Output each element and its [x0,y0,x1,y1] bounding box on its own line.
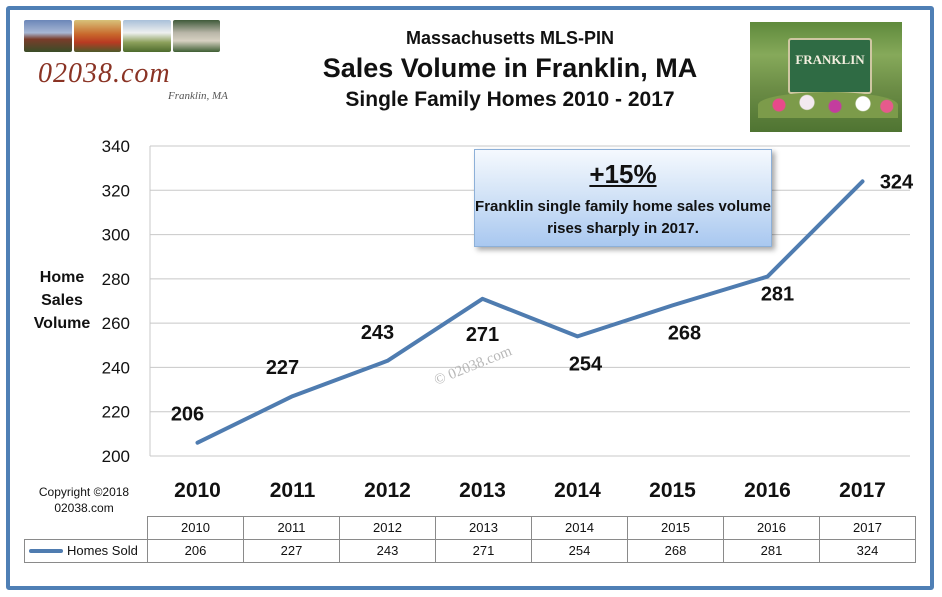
logo-text: 02038.com [38,58,171,89]
data-point [766,275,769,279]
chart-title: Sales Volume in Franklin, MA [322,53,698,83]
series-line [195,179,865,445]
x-tick-label: 2010 [174,479,221,502]
table-year-cell: 2015 [627,516,724,540]
table-value-cell: 268 [627,538,724,563]
table-value-cell: 254 [531,538,628,563]
table-value-cell: 324 [819,538,916,563]
y-tick-label: 300 [102,226,130,245]
site-logo: 02038.com Franklin, MA [24,20,244,112]
y-tick-label: 240 [102,358,130,377]
y-tick-label: 280 [102,270,130,289]
legend-line-icon [29,548,63,553]
chart-title-block: Massachusetts MLS-PIN Sales Volume in Fr… [300,26,720,114]
data-point [671,303,674,307]
table-year-cell: 2011 [243,516,340,540]
data-label: 324 [880,171,914,193]
town-photo-3 [123,20,171,52]
photo-strip [24,20,220,52]
data-label: 254 [569,353,603,375]
y-tick-label: 260 [102,314,130,333]
data-point [861,179,864,183]
x-tick-label: 2013 [459,479,506,502]
data-point [576,334,579,338]
data-point [386,359,389,363]
table-year-cell: 2010 [147,516,244,540]
y-axis-label: Home Sales Volume [33,269,91,332]
callout-box: +15% Franklin single family home sales v… [474,149,772,247]
table-value-cell: 206 [147,538,244,563]
data-label: 271 [466,324,499,346]
sign-text: FRANKLIN [795,52,865,67]
table-year-cell: 2017 [819,516,916,540]
data-point [196,441,199,445]
town-photo-1 [24,20,72,52]
table-series-cell: Homes Sold [24,538,148,563]
callout-percentage: +15% [589,159,657,189]
sign-board: FRANKLIN [788,38,872,94]
table-year-cell: 2016 [723,516,820,540]
x-tick-label: 2015 [649,479,696,502]
table-value-cell: 281 [723,538,820,563]
chart-source: Massachusetts MLS-PIN [405,28,615,48]
flower-bed [758,92,898,118]
x-tick-label: 2016 [744,479,791,502]
data-label: 227 [266,357,299,379]
table-series-label: Homes Sold [67,543,138,558]
data-label: 206 [171,404,204,426]
x-tick-label: 2012 [364,479,411,502]
welcome-sign-photo: FRANKLIN [750,22,902,132]
chart-subtitle: Single Family Homes 2010 - 2017 [345,88,675,111]
table-value-cell: 227 [243,538,340,563]
town-photo-2 [73,20,121,52]
data-label: 268 [668,322,701,344]
data-label: 281 [761,284,794,306]
x-tick-label: 2011 [270,479,316,502]
copyright-text: Copyright ©2018 02038.com [38,485,130,515]
data-point [291,394,294,398]
y-tick-label: 340 [102,137,130,156]
table-year-cell: 2013 [435,516,532,540]
table-value-cell: 271 [435,538,532,563]
data-point [481,297,484,301]
town-photo-4 [172,20,220,52]
callout-text: Franklin single family home sales volume… [475,198,771,237]
x-tick-label: 2014 [554,479,601,502]
logo-subtext: Franklin, MA [168,90,228,102]
table-value-cell: 243 [339,538,436,563]
x-tick-label: 2017 [839,479,886,502]
data-table: 2010 2011 2012 2013 2014 2015 2016 2017 … [24,516,916,563]
data-label: 243 [361,322,394,344]
table-year-cell: 2014 [531,516,628,540]
table-year-cell: 2012 [339,516,436,540]
y-tick-label: 320 [102,181,130,200]
y-tick-label: 200 [102,447,130,466]
y-tick-label: 220 [102,403,130,422]
